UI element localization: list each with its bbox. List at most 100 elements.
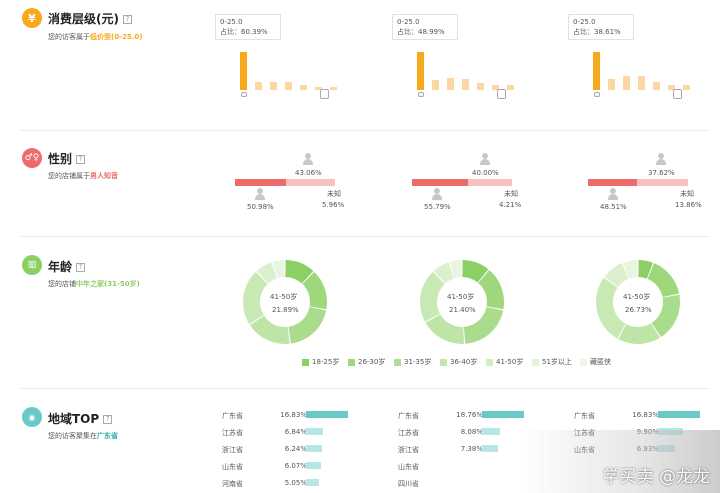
region-share-bar[interactable] [306,411,348,418]
legend-label: 36-40岁 [450,358,478,366]
consumption-bar[interactable] [608,79,615,90]
male-share-bar[interactable] [235,179,286,186]
legend-swatch [440,358,447,366]
consumption-bar[interactable] [447,78,454,90]
consumption-bar[interactable] [270,82,277,90]
age-legend-item[interactable]: 18-25岁 [302,357,339,367]
age-donut-slice[interactable] [462,260,489,283]
consumption-bar[interactable] [432,80,439,90]
other-share-bar[interactable] [468,179,512,186]
age-donut-slice[interactable] [478,270,504,310]
watermark-shade [520,430,720,493]
consumption-bar[interactable] [417,52,424,90]
consumption-tooltip: 0-25.0 占比：60.39% [215,14,281,40]
tooltip-share: 占比：48.99% [397,28,445,36]
male-share-bar[interactable] [588,179,637,186]
tooltip-share: 占比：60.39% [220,28,268,36]
male-person-icon [255,188,265,200]
region-share-bar[interactable] [306,462,321,469]
consumption-bar[interactable] [623,76,630,90]
age-legend-item[interactable]: 26-30岁 [348,357,385,367]
person-body [608,194,618,200]
age-donut-slice[interactable] [638,260,653,279]
help-icon[interactable]: ? [103,415,113,424]
male-share-bar[interactable] [412,179,468,186]
unknown-share: 13.86% [675,201,702,209]
consumption-bar[interactable] [638,76,645,90]
other-share-bar[interactable] [286,179,335,186]
age-donut-slice[interactable] [463,307,504,344]
gender-icon: ♂♀ [22,148,42,168]
age-legend-item[interactable]: 藏匿侠 [580,357,611,367]
consumption-bar[interactable] [285,82,292,90]
person-head [658,153,664,159]
person-body [656,159,666,165]
age-donut-slice[interactable] [249,315,290,344]
age-legend-item[interactable]: 36-40岁 [440,357,477,367]
age-donut-slice[interactable] [433,262,454,284]
age-donut-slice[interactable] [596,277,626,339]
age-donut-slice[interactable] [420,271,445,322]
age-donut-slice[interactable] [288,307,327,344]
other-share-bar[interactable] [637,179,688,186]
consumption-bar[interactable] [330,87,337,90]
age-section: ▥ 年龄? 您的店铺中年之家(31-50岁) 41-50岁 21.89% 41-50… [0,237,720,387]
person-body [432,194,442,200]
region-share-bar[interactable] [482,428,500,435]
region-share-bar[interactable] [306,479,319,486]
age-donut-slice[interactable] [618,323,660,344]
age-donut-chart [420,260,504,344]
region-share: 16.83% [632,411,659,419]
consumption-bar[interactable] [477,83,484,90]
age-legend-item[interactable]: 41-50岁 [486,357,523,367]
unknown-label: 未知 [680,190,694,198]
consumption-bar[interactable] [240,52,247,90]
consumption-bar[interactable] [653,82,660,90]
consumption-bar[interactable] [315,87,322,90]
consumption-bar[interactable] [507,85,514,90]
age-donut-slice[interactable] [256,262,277,284]
legend-swatch [580,358,587,366]
region-share-bar[interactable] [306,445,322,452]
region-share-bar[interactable] [482,411,524,418]
region-subtitle: 您的访客聚集在广东省 [48,432,118,440]
region-share: 5.05% [284,479,307,487]
yen-icon: ¥ [22,8,42,28]
legend-swatch [486,358,493,366]
age-legend-item[interactable]: 51岁以上 [532,357,572,367]
age-legend-item[interactable]: 31-35岁 [394,357,431,367]
tooltip-share: 占比：38.61% [573,28,621,36]
female-share: 40.00% [472,169,499,177]
age-donut-slice[interactable] [604,263,629,288]
age-donut-slice[interactable] [302,271,327,310]
consumption-bar[interactable] [492,85,499,90]
consumption-bar[interactable] [300,85,307,90]
consumption-bar[interactable] [668,85,675,90]
consumption-bar[interactable] [593,52,600,90]
age-donut-slice[interactable] [272,260,285,279]
legend-label: 26-30岁 [358,358,386,366]
region-share-bar[interactable] [482,445,498,452]
divider [20,236,710,237]
region-share-bar[interactable] [658,411,700,418]
tooltip-range: 0-25.0 [397,18,420,26]
consumption-bar[interactable] [255,82,262,90]
age-donut-slice[interactable] [623,260,638,279]
age-donut-slice[interactable] [425,314,465,344]
help-icon[interactable]: ? [76,263,86,272]
region-name: 江苏省 [398,429,419,437]
help-icon[interactable]: ? [122,15,132,24]
age-donut-slice[interactable] [651,294,680,338]
age-donut-slice[interactable] [243,271,268,324]
help-icon[interactable]: ? [76,155,86,164]
person-head [482,153,488,159]
age-donut-slice[interactable] [285,260,314,284]
age-donut-slice[interactable] [647,263,680,297]
region-share-bar[interactable] [306,428,323,435]
donut-center-label: 41-50岁 [447,293,475,301]
consumption-section: ¥ 消费层级(元)? 您的访客属于低价型(0-25.0) 0-25.0 占比：60… [0,0,720,130]
consumption-bar[interactable] [462,79,469,90]
age-donut-slice[interactable] [449,260,462,279]
male-share: 50.98% [247,203,274,211]
consumption-bar[interactable] [683,85,690,90]
